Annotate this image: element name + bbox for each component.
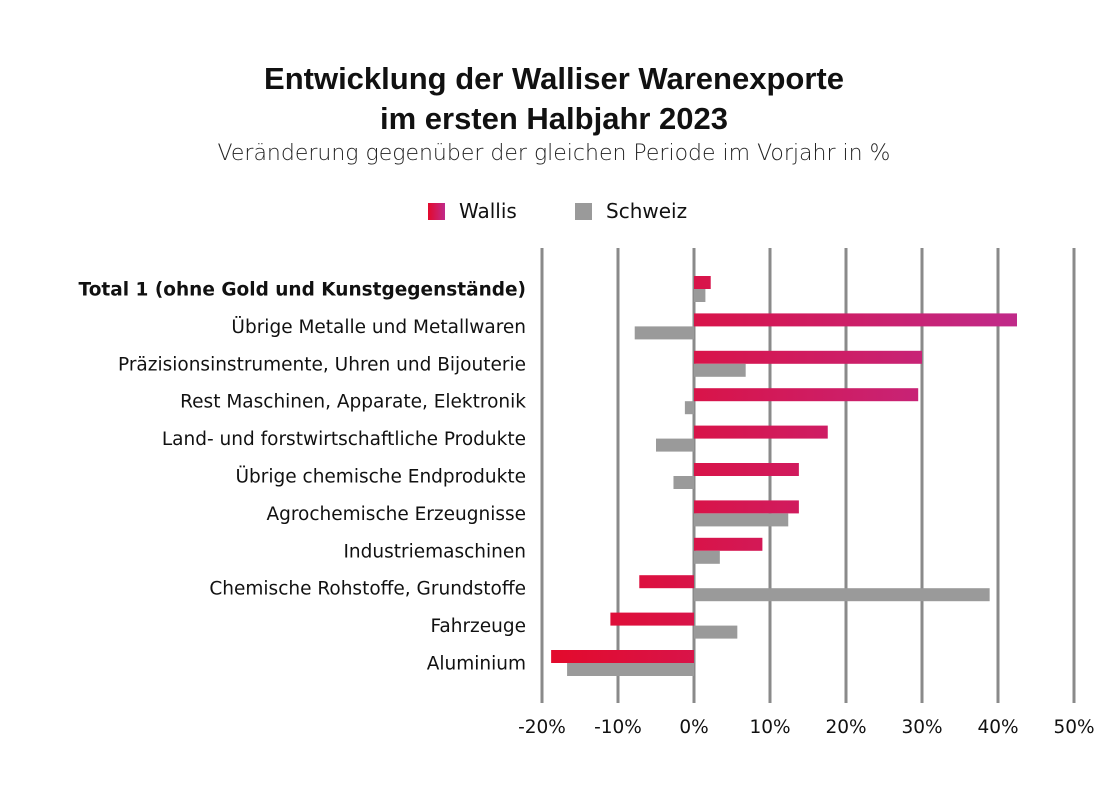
- legend-item-schweiz: Schweiz: [575, 198, 687, 224]
- category-label: Aluminium: [427, 654, 526, 675]
- chart-title-line2: im ersten Halbjahr 2023: [379, 101, 729, 136]
- bar-wallis: [694, 463, 799, 476]
- bar-schweiz: [694, 550, 720, 564]
- bar-schweiz: [694, 513, 789, 527]
- bar-wallis: [610, 612, 694, 626]
- bar-wallis: [639, 575, 694, 589]
- category-label: Industriemaschinen: [343, 541, 526, 562]
- legend-swatch-wallis: [428, 202, 445, 220]
- legend-label-schweiz: Schweiz: [606, 199, 688, 223]
- x-tick-label: -10%: [594, 717, 642, 738]
- category-label: Chemische Rohstoffe, Grundstoffe: [209, 579, 526, 600]
- x-tick-label: -20%: [518, 717, 566, 738]
- category-label: Fahrzeuge: [430, 616, 526, 637]
- bar-schweiz: [694, 289, 706, 302]
- chart-subtitle: Veränderung gegenüber der gleichen Perio…: [217, 141, 891, 166]
- category-label: Präzisionsinstrumente, Uhren und Bijoute…: [118, 354, 526, 375]
- bar-wallis: [694, 537, 763, 551]
- bars: [551, 276, 1017, 676]
- x-tick-label: 20%: [825, 717, 866, 738]
- x-tick-label: 10%: [749, 717, 790, 738]
- bar-schweiz: [684, 401, 694, 415]
- category-label: Agrochemische Erzeugnisse: [266, 504, 526, 525]
- bar-schweiz: [634, 326, 694, 340]
- x-tick-label: 40%: [977, 717, 1018, 738]
- category-label: Übrige Metalle und Metallwaren: [231, 316, 526, 338]
- bar-schweiz: [656, 438, 694, 452]
- legend-swatch-schweiz: [575, 202, 592, 220]
- bar-wallis: [551, 650, 694, 663]
- category-labels: Total 1 (ohne Gold und Kunstgegenstände)…: [79, 280, 527, 675]
- bar-wallis: [694, 425, 828, 439]
- bar-schweiz: [694, 588, 990, 602]
- category-label: Land- und forstwirtschaftliche Produkte: [162, 429, 526, 450]
- bar-schweiz: [673, 476, 694, 489]
- category-label: Total 1 (ohne Gold und Kunstgegenstände): [79, 280, 526, 301]
- bar-wallis: [694, 276, 711, 289]
- x-axis-ticks: -20% -10% 0% 10% 20% 30% 40% 50%: [518, 717, 1094, 738]
- x-tick-label: 0%: [679, 717, 708, 738]
- category-label: Übrige chemische Endprodukte: [235, 466, 526, 488]
- legend-item-wallis: Wallis: [428, 198, 517, 224]
- bar-schweiz: [694, 363, 746, 377]
- bar-schweiz: [567, 663, 694, 676]
- legend-label-wallis: Wallis: [459, 199, 517, 223]
- category-label: Rest Maschinen, Apparate, Elektronik: [180, 392, 526, 413]
- bar-wallis: [694, 388, 919, 402]
- bar-wallis: [694, 500, 799, 514]
- chart-title-line1: Entwicklung der Walliser Warenexporte: [264, 61, 844, 96]
- bar-wallis: [694, 350, 922, 364]
- bar-wallis: [694, 313, 1017, 327]
- x-tick-label: 30%: [901, 717, 942, 738]
- x-tick-label: 50%: [1053, 717, 1094, 738]
- bar-schweiz: [694, 625, 738, 639]
